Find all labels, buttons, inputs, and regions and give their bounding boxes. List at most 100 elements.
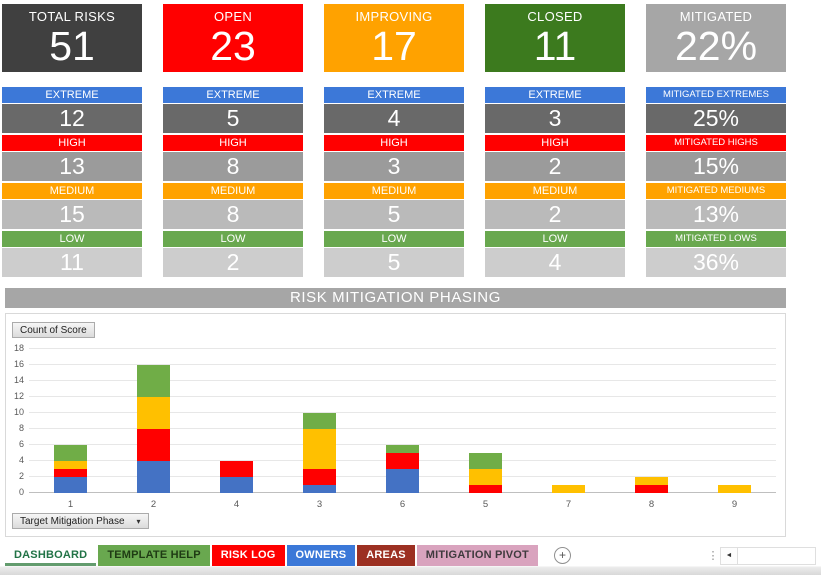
kpi-row-value: 4 xyxy=(485,248,625,277)
add-sheet-button[interactable]: + xyxy=(553,547,571,564)
kpi-row-header: MITIGATED EXTREMES xyxy=(646,87,786,103)
kpi-row-header: MITIGATED LOWS xyxy=(646,231,786,247)
kpi-row-header: LOW xyxy=(163,231,303,247)
plus-icon: + xyxy=(558,548,566,562)
gridline xyxy=(29,348,776,349)
sheet-tab-dashboard[interactable]: DASHBOARD xyxy=(5,545,97,566)
sheet-tab-label: OWNERS xyxy=(295,549,347,561)
kpi-row-value: 36% xyxy=(646,248,786,277)
scroll-left-icon: ◄ xyxy=(725,552,733,559)
bar-segment-green xyxy=(303,413,336,429)
kpi-tile-title: MITIGATED xyxy=(679,9,753,24)
tab-scroll-region: ⋮ ◄ xyxy=(706,546,816,565)
kpi-tile-value: 17 xyxy=(371,23,417,69)
sheet-tab-bar: DASHBOARD TEMPLATE HELP RISK LOG OWNERS AREA… xyxy=(5,545,816,566)
kpi-column: TOTAL RISKS 51 EXTREME 12 HIGH 13 MEDIUM 15 LOW 1… xyxy=(2,4,142,279)
bar-segment-yellow xyxy=(54,461,87,469)
kpi-row-value: 5 xyxy=(324,200,464,229)
y-axis-tick-label: 10 xyxy=(13,407,24,417)
kpi-tile: MITIGATED 22% xyxy=(646,4,786,72)
kpi-row-header: MEDIUM xyxy=(2,183,142,199)
kpi-tile-value: 23 xyxy=(210,23,256,69)
sheet-tab-areas[interactable]: AREAS xyxy=(357,545,415,566)
pivot-axis-field-label: Target Mitigation Phase xyxy=(20,515,125,527)
chevron-down-icon: ▾ xyxy=(136,516,141,526)
kpi-row-header: HIGH xyxy=(163,135,303,151)
kpi-row-header: MEDIUM xyxy=(324,183,464,199)
kpi-grid: TOTAL RISKS 51 EXTREME 12 HIGH 13 MEDIUM 15 LOW 1… xyxy=(2,4,821,279)
kpi-row-value: 2 xyxy=(485,152,625,181)
kpi-row-value: 3 xyxy=(324,152,464,181)
bar-segment-yellow xyxy=(469,469,502,485)
kpi-column: MITIGATED 22% MITIGATED EXTREMES 25% MITIGAT… xyxy=(646,4,786,279)
sheet-tab-owners[interactable]: OWNERS xyxy=(286,545,356,566)
sheet-tab-mitigation-pivot[interactable]: MITIGATION PIVOT xyxy=(416,545,538,566)
bar-segment-red xyxy=(386,453,419,469)
status-bar xyxy=(0,566,821,575)
section-header: RISK MITIGATION PHASING xyxy=(5,288,786,308)
sheet-tab-label: AREAS xyxy=(366,549,406,561)
kpi-column: OPEN 23 EXTREME 5 HIGH 8 MEDIUM 8 LOW 2 xyxy=(163,4,303,279)
kpi-tile-title: CLOSED xyxy=(527,9,583,24)
kpi-row-header: MEDIUM xyxy=(163,183,303,199)
kpi-tile: TOTAL RISKS 51 xyxy=(2,4,142,72)
pivot-axis-field-button[interactable]: Target Mitigation Phase ▾ xyxy=(12,513,149,529)
kpi-tile-title: OPEN xyxy=(213,9,253,24)
kpi-row-value: 13 xyxy=(2,152,142,181)
scroll-left-button[interactable]: ◄ xyxy=(720,546,738,565)
y-axis-tick-label: 12 xyxy=(13,391,24,401)
bar-segment-red xyxy=(303,469,336,485)
x-axis-tick-label: 8 xyxy=(648,499,655,510)
y-axis-tick-label: 8 xyxy=(18,423,24,433)
x-axis-tick-label: 4 xyxy=(233,499,240,510)
pivot-value-field-button[interactable]: Count of Score xyxy=(12,322,95,338)
kpi-tile-title: TOTAL RISKS xyxy=(28,9,116,24)
sheet-tab-template-help[interactable]: TEMPLATE HELP xyxy=(98,545,210,566)
sheet-tab-label: TEMPLATE HELP xyxy=(107,549,201,561)
bar-segment-yellow xyxy=(552,485,585,493)
sheet-tab-label: MITIGATION PIVOT xyxy=(425,549,529,561)
sheet-tab-strip: DASHBOARD TEMPLATE HELP RISK LOG OWNERS AREA… xyxy=(5,545,540,566)
kpi-row-value: 15 xyxy=(2,200,142,229)
bar-segment-red xyxy=(137,429,170,461)
bar-segment-red xyxy=(469,485,502,493)
bar-segment-green xyxy=(386,445,419,453)
kpi-tile: IMPROVING 17 xyxy=(324,4,464,72)
sheet-tab-label: RISK LOG xyxy=(220,549,276,561)
kpi-row-value: 2 xyxy=(163,248,303,277)
kpi-row-header: HIGH xyxy=(2,135,142,151)
kpi-row-header: HIGH xyxy=(485,135,625,151)
sheet-tab-risk-log[interactable]: RISK LOG xyxy=(211,545,285,566)
kpi-sub-list: MITIGATED EXTREMES 25% MITIGATED HIGHS 15% M… xyxy=(646,87,786,277)
horizontal-scrollbar-track[interactable] xyxy=(738,546,816,565)
bar-segment-red xyxy=(220,461,253,477)
bar-segment-green xyxy=(137,365,170,397)
section-title: RISK MITIGATION PHASING xyxy=(289,289,502,306)
gridline xyxy=(29,428,776,429)
kpi-row-value: 25% xyxy=(646,104,786,133)
kpi-tile: OPEN 23 xyxy=(163,4,303,72)
bar-segment-blue xyxy=(386,469,419,493)
gridline xyxy=(29,444,776,445)
kpi-row-value: 3 xyxy=(485,104,625,133)
bar-segment-yellow xyxy=(718,485,751,493)
kpi-column: CLOSED 11 EXTREME 3 HIGH 2 MEDIUM 2 LOW 4 xyxy=(485,4,625,279)
kpi-tile-value: 11 xyxy=(533,23,577,69)
kpi-sub-list: EXTREME 4 HIGH 3 MEDIUM 5 LOW 5 xyxy=(324,87,464,277)
kpi-row-header: HIGH xyxy=(324,135,464,151)
kpi-row-value: 12 xyxy=(2,104,142,133)
bar-segment-blue xyxy=(137,461,170,493)
sheet-tab-label: DASHBOARD xyxy=(14,549,88,561)
bar-segment-red xyxy=(54,469,87,477)
y-axis-tick-label: 16 xyxy=(13,359,24,369)
kpi-row-header: EXTREME xyxy=(2,87,142,103)
y-axis-tick-label: 0 xyxy=(18,487,24,497)
kpi-sub-list: EXTREME 12 HIGH 13 MEDIUM 15 LOW 11 xyxy=(2,87,142,277)
kpi-row-value: 8 xyxy=(163,152,303,181)
gridline xyxy=(29,364,776,365)
kpi-tile-title: IMPROVING xyxy=(355,9,433,24)
kpi-row-value: 13% xyxy=(646,200,786,229)
tab-splitter-handle[interactable]: ⋮ xyxy=(707,550,719,562)
kpi-row-header: LOW xyxy=(2,231,142,247)
